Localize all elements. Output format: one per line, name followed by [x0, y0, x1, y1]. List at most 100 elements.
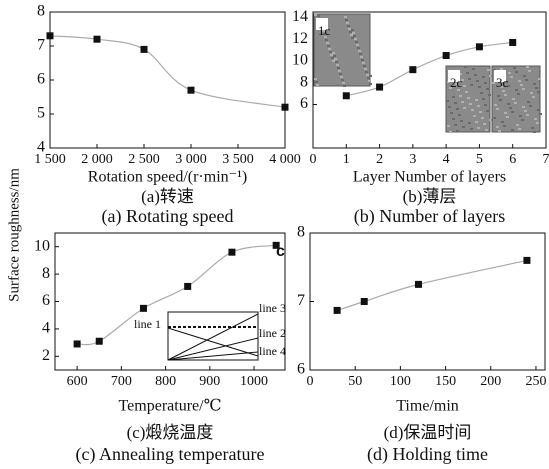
- y-tick-label: 7: [37, 37, 45, 54]
- data-point: [272, 241, 280, 249]
- sem-texture: [483, 123, 486, 125]
- x-tick-label: 7: [543, 152, 549, 167]
- x-tick-label: 800: [155, 374, 176, 389]
- sem-texture: [364, 68, 367, 70]
- sem-texture: [353, 35, 356, 37]
- data-point: [414, 280, 422, 288]
- x-tick-label: 150: [435, 374, 456, 389]
- sem-texture: [358, 50, 361, 52]
- sem-texture: [457, 89, 460, 91]
- sem-texture: [518, 80, 521, 82]
- data-point: [187, 86, 195, 94]
- sem-texture: [345, 19, 348, 21]
- sem-texture: [461, 79, 464, 81]
- x-tick-label: 0: [307, 374, 314, 389]
- sem-texture: [355, 41, 358, 43]
- sem-texture: [317, 15, 320, 17]
- curve-label: c: [276, 243, 285, 260]
- sem-texture: [332, 60, 335, 62]
- sem-texture: [494, 104, 497, 106]
- x-tick-label: 1: [343, 152, 350, 167]
- sem-texture: [477, 105, 480, 107]
- caption-en: (a) Rotating speed: [102, 206, 234, 227]
- data-point: [376, 83, 384, 91]
- sem-texture: [330, 54, 333, 56]
- x-tick-label: 3: [409, 152, 416, 167]
- sem-texture: [511, 129, 514, 131]
- sem-texture: [472, 68, 475, 70]
- sem-texture: [344, 16, 347, 18]
- sem-texture: [500, 86, 503, 88]
- x-tick-label: 250: [525, 374, 546, 389]
- sem-texture: [328, 48, 331, 50]
- x-tick-label: 4: [443, 152, 450, 167]
- y-tick-label: 6: [42, 292, 50, 309]
- inset-label: 1c: [318, 23, 331, 38]
- sem-texture: [475, 99, 478, 101]
- sem-texture: [356, 44, 359, 46]
- x-tick-label: 6: [509, 152, 516, 167]
- sem-texture: [500, 68, 503, 70]
- sem-texture: [342, 82, 345, 84]
- data-point: [184, 282, 192, 290]
- label-box: [448, 70, 460, 82]
- caption-en: (c) Annealing temperature: [76, 444, 265, 465]
- sem-texture: [520, 84, 523, 86]
- caption-en: (d) Holding time: [367, 444, 488, 465]
- sem-texture: [362, 62, 365, 64]
- inset-label: line 3: [259, 301, 286, 315]
- caption-cn: (d)保温时间: [384, 423, 472, 442]
- data-point: [409, 66, 417, 74]
- y-tick-label: 12: [292, 30, 308, 47]
- sem-texture: [468, 78, 471, 80]
- sem-texture: [534, 118, 537, 120]
- sem-texture: [327, 45, 330, 47]
- inset-line: [167, 351, 259, 361]
- x-axis-label: Time/min: [396, 398, 459, 415]
- plot-frame: [312, 11, 547, 149]
- sem-texture: [357, 47, 360, 49]
- label-box: [494, 70, 506, 82]
- sem-texture: [368, 80, 371, 82]
- sem-texture: [335, 61, 338, 63]
- sem-texture: [511, 111, 514, 113]
- sem-texture: [512, 98, 515, 100]
- y-tick-label: 8: [297, 224, 305, 241]
- sem-texture: [367, 77, 370, 79]
- data-point: [46, 32, 54, 40]
- sem-texture: [470, 128, 473, 130]
- sem-texture: [503, 125, 506, 127]
- sem-texture: [466, 72, 469, 74]
- data-point: [333, 306, 341, 314]
- plot-frame: [49, 11, 286, 149]
- sem-texture: [366, 74, 369, 76]
- data-point: [475, 43, 483, 51]
- caption-cn: (b)薄层: [403, 187, 457, 206]
- sem-texture: [505, 81, 508, 83]
- sem-texture: [533, 131, 536, 133]
- sem-texture: [463, 107, 466, 109]
- y-tick-label: 8: [300, 73, 308, 90]
- y-tick-label: 6: [37, 71, 45, 88]
- sem-texture: [507, 103, 510, 105]
- y-tick-label: 6: [300, 95, 308, 112]
- y-tick-label: 4: [42, 320, 50, 337]
- data-point: [442, 52, 450, 60]
- y-tick-label: 6: [297, 361, 305, 378]
- x-axis-label: Temperature/℃: [119, 398, 222, 415]
- sem-texture: [497, 95, 500, 97]
- x-tick-label: 5: [476, 152, 483, 167]
- sem-texture: [360, 56, 363, 58]
- sem-texture: [530, 92, 533, 94]
- sem-texture: [314, 78, 317, 80]
- y-tick-label: 2: [42, 347, 50, 364]
- sem-texture: [515, 89, 518, 91]
- sem-texture: [467, 97, 470, 99]
- sem-texture: [486, 88, 489, 90]
- y-tick-label: 10: [292, 52, 308, 69]
- sem-texture: [538, 78, 541, 80]
- y-tick-label: 7: [297, 292, 305, 309]
- data-point: [140, 45, 148, 53]
- sem-texture: [487, 69, 490, 71]
- sem-texture: [526, 114, 529, 116]
